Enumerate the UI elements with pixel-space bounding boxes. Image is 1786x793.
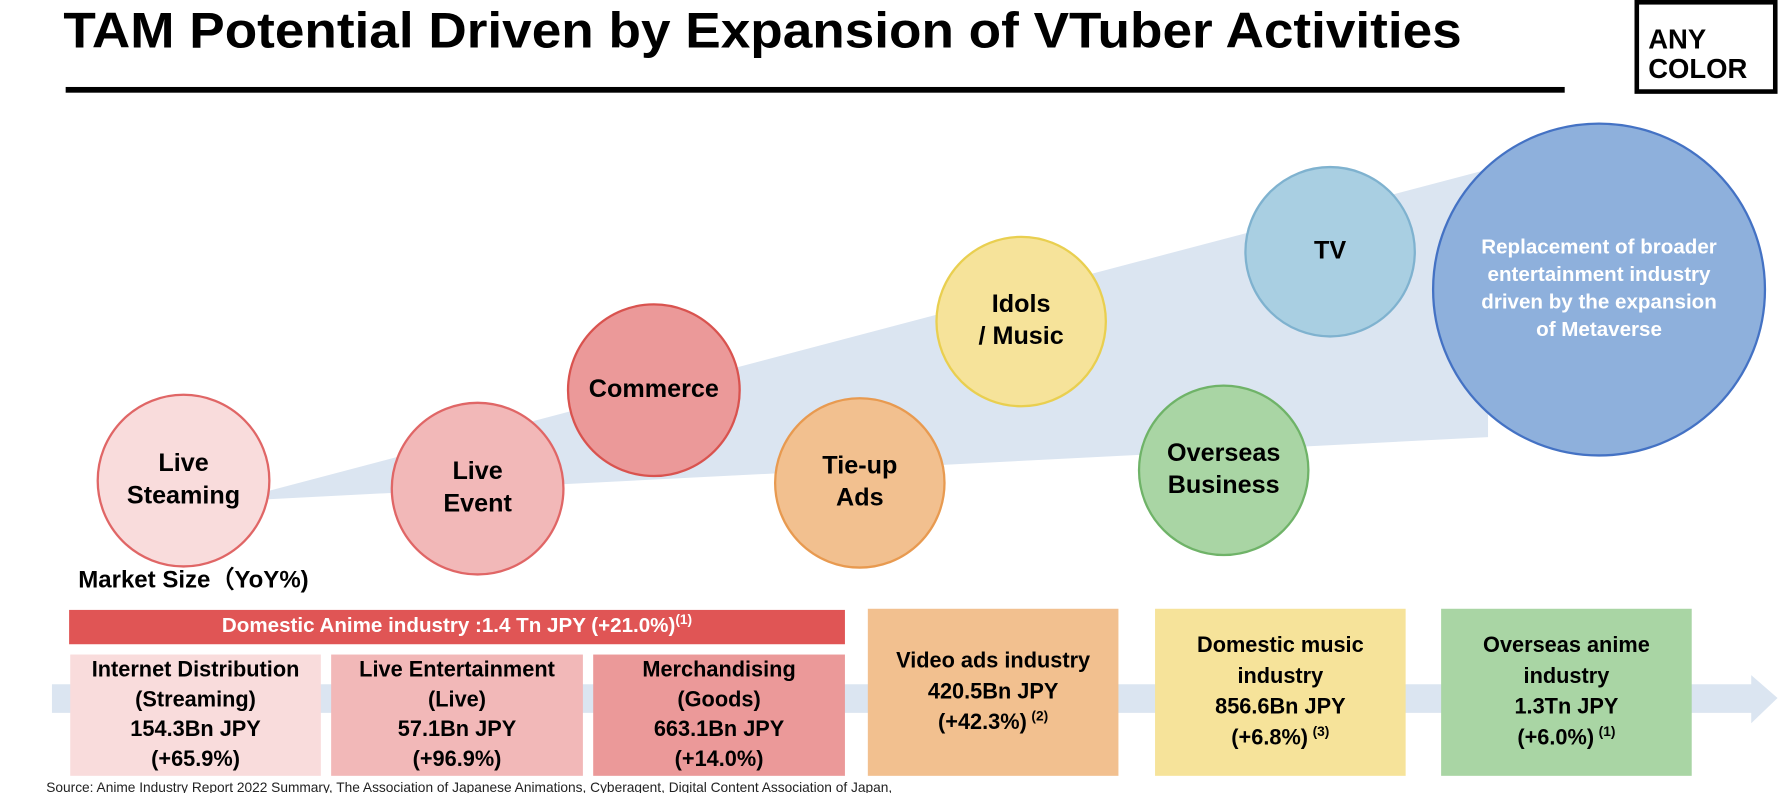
box-text: 420.5Bn JPY (928, 678, 1059, 703)
box-text: Internet Distribution (92, 656, 300, 681)
title-underline (65, 86, 1565, 93)
market-box (331, 654, 583, 776)
activity-circle (566, 303, 741, 478)
market-box (1441, 608, 1692, 776)
banner-label: Domestic Anime industry :1.4 Tn JPY (+21… (222, 615, 675, 638)
logo-box (1634, 0, 1778, 94)
banner-text: Domestic Anime industry :1.4 Tn JPY (+21… (222, 612, 692, 638)
box-text: 856.6Bn JPY (1215, 693, 1346, 718)
box-line: 420.5Bn JPY (928, 678, 1059, 703)
box-text: Live Entertainment (359, 656, 555, 681)
box-line: (+96.9%) (413, 746, 502, 771)
circle-label: TV (1314, 236, 1346, 264)
box-text: Video ads industry (896, 647, 1090, 672)
box-line: 1.3Tn JPY (1514, 693, 1618, 718)
activity-circle (935, 235, 1107, 408)
box-text: (+42.3%) (938, 709, 1027, 734)
title: TAM Potential Driven by Expansion of VTu… (63, 2, 1461, 59)
box-line: Live Entertainment (359, 656, 555, 681)
market-box (70, 654, 321, 776)
source: Source: Anime Industry Report 2022 Summa… (46, 780, 892, 793)
circle-label: Tie-up (822, 452, 897, 480)
anime-banner (69, 609, 845, 645)
activity-circle (773, 397, 946, 569)
box-line: 154.3Bn JPY (130, 716, 261, 741)
footnote: (1) (1599, 723, 1616, 738)
box-text: (+6.8%) (1231, 724, 1308, 749)
logo-text: ANY (1648, 23, 1706, 54)
market-box (867, 608, 1119, 776)
box-text: (+14.0%) (675, 746, 764, 771)
box-text: Domestic music (1197, 632, 1364, 657)
box-line: (+14.0%) (675, 746, 764, 771)
footnote: (2) (1031, 708, 1048, 723)
box-text: 57.1Bn JPY (398, 716, 517, 741)
box-line: (+6.8%) (3) (1231, 723, 1329, 749)
circle-label: Commerce (589, 375, 719, 403)
box-text: (Streaming) (135, 686, 256, 711)
activity-circle (390, 401, 565, 576)
box-text: 663.1Bn JPY (654, 716, 785, 741)
circle-label: Live (158, 449, 208, 477)
box-text: (+6.0%) (1517, 724, 1594, 749)
box-line: (Goods) (677, 686, 760, 711)
box-line: (+42.3%) (2) (938, 708, 1048, 734)
box-text: (+96.9%) (413, 746, 502, 771)
box-text: (+65.9%) (151, 746, 240, 771)
box-line: 663.1Bn JPY (654, 716, 785, 741)
box-text: (Goods) (677, 686, 760, 711)
box-line: Domestic music (1197, 632, 1364, 657)
box-text: Merchandising (642, 656, 795, 681)
box-text: 1.3Tn JPY (1514, 693, 1618, 718)
box-line: (+6.0%) (1) (1517, 723, 1615, 749)
box-line: (Live) (428, 686, 486, 711)
activity-circle (1244, 165, 1416, 338)
box-line: Overseas anime (1483, 632, 1650, 657)
circle-label: Ads (836, 484, 884, 512)
logo-text: COLOR (1648, 53, 1747, 84)
box-text: Overseas anime (1483, 632, 1650, 657)
box-line: 57.1Bn JPY (398, 716, 517, 741)
circle-label: driven by the expansion (1481, 291, 1717, 314)
activity-circle (1137, 384, 1310, 557)
box-line: (Streaming) (135, 686, 256, 711)
circle-label: / Music (979, 322, 1064, 350)
circle-label: Steaming (127, 481, 240, 509)
circle-label: Business (1168, 471, 1280, 499)
circle-label: Event (443, 489, 512, 517)
activity-circle (1431, 122, 1767, 457)
box-line: industry (1524, 663, 1610, 688)
market-box (593, 654, 845, 776)
box-text: (Live) (428, 686, 486, 711)
circle-label: Live (452, 457, 502, 485)
box-line: Video ads industry (896, 647, 1090, 672)
circle-label: Idols (992, 290, 1051, 318)
market-box (1155, 608, 1406, 776)
footnote: (3) (1313, 723, 1330, 738)
circle-label: of Metaverse (1536, 318, 1662, 341)
activity-circle (96, 393, 271, 568)
box-line: Merchandising (642, 656, 795, 681)
box-line: Internet Distribution (92, 656, 300, 681)
box-text: industry (1524, 663, 1610, 688)
box-line: 856.6Bn JPY (1215, 693, 1346, 718)
footnote: (1) (675, 612, 692, 627)
box-text: 154.3Bn JPY (130, 716, 261, 741)
circle-label: Replacement of broader (1481, 236, 1717, 259)
box-line: industry (1237, 663, 1323, 688)
circle-label: Overseas (1167, 439, 1280, 467)
circle-label: entertainment industry (1488, 263, 1712, 286)
market-size-label: Market Size（YoY%) (78, 567, 308, 594)
box-text: industry (1237, 663, 1323, 688)
box-line: (+65.9%) (151, 746, 240, 771)
